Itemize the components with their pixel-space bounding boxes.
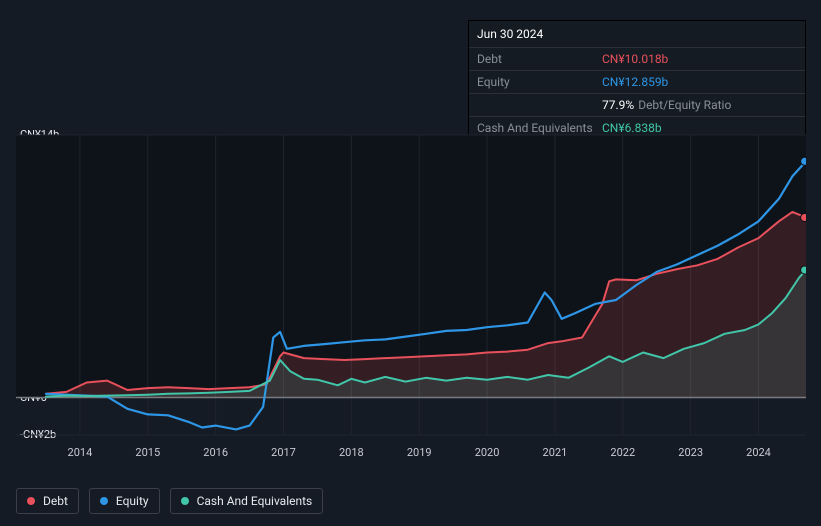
legend-label: Cash And Equivalents	[197, 494, 313, 508]
legend-dot-icon	[100, 497, 108, 505]
x-tick-label: 2023	[678, 446, 703, 459]
chart-tooltip: Jun 30 2024 DebtCN¥10.018bEquityCN¥12.85…	[468, 20, 806, 140]
legend-dot-icon	[181, 497, 189, 505]
legend-item[interactable]: Equity	[89, 488, 160, 514]
tooltip-label	[477, 98, 602, 112]
legend-dot-icon	[27, 497, 35, 505]
x-tick-label: 2022	[610, 446, 635, 459]
tooltip-value: CN¥10.018b	[602, 52, 668, 66]
x-tick-label: 2019	[407, 446, 432, 459]
x-tick-label: 2021	[543, 446, 568, 459]
legend: Debt Equity Cash And Equivalents	[16, 488, 323, 514]
chart-container: Jun 30 2024 DebtCN¥10.018bEquityCN¥12.85…	[0, 0, 821, 526]
x-tick-label: 2018	[339, 446, 364, 459]
x-axis: 2014 2015 2016 2017 2018 2019 2020 2021 2022 2023…	[16, 446, 806, 466]
chart-plot-area[interactable]	[16, 125, 806, 445]
tooltip-value: 77.9%Debt/Equity Ratio	[602, 98, 731, 112]
tooltip-date: Jun 30 2024	[469, 21, 805, 48]
tooltip-row: EquityCN¥12.859b	[469, 71, 805, 94]
tooltip-label: Equity	[477, 75, 602, 89]
legend-label: Equity	[116, 494, 149, 508]
x-tick-label: 2015	[135, 446, 160, 459]
legend-label: Debt	[43, 494, 68, 508]
x-tick-label: 2020	[475, 446, 500, 459]
tooltip-value: CN¥12.859b	[602, 75, 668, 89]
tooltip-row: DebtCN¥10.018b	[469, 48, 805, 71]
legend-item[interactable]: Cash And Equivalents	[170, 488, 324, 514]
tooltip-label: Debt	[477, 52, 602, 66]
x-tick-label: 2016	[203, 446, 228, 459]
x-tick-label: 2014	[68, 446, 93, 459]
tooltip-row: 77.9%Debt/Equity Ratio	[469, 94, 805, 117]
chart-svg	[16, 125, 806, 445]
legend-item[interactable]: Debt	[16, 488, 79, 514]
x-tick-label: 2017	[271, 446, 296, 459]
x-tick-label: 2024	[746, 446, 771, 459]
